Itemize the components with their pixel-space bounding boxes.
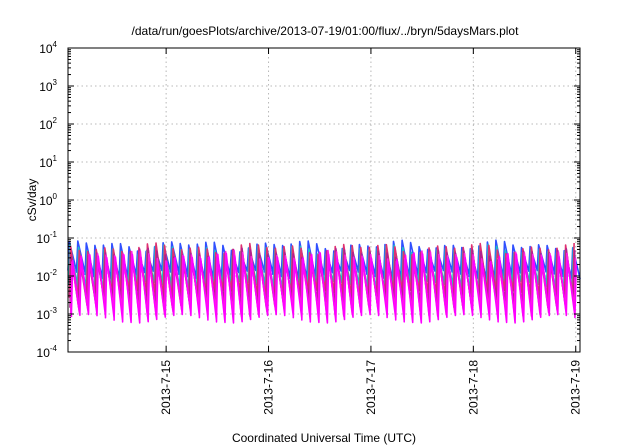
chart-title: /data/run/goesPlots/archive/2013-07-19/0…	[132, 24, 520, 38]
x-tick-label: 2013-7-19	[569, 360, 583, 415]
y-tick-label: 10-4	[37, 344, 58, 360]
y-tick-label: 101	[39, 154, 57, 170]
y-tick-label: 104	[39, 40, 57, 56]
y-tick-label: 10-1	[37, 230, 58, 246]
x-axis: 2013-7-15 2013-7-16 2013-7-17 2013-7-18 2013…	[159, 48, 583, 415]
y-tick-label: 10-2	[37, 268, 58, 284]
y-tick-label: 102	[39, 116, 57, 132]
series-lines	[67, 239, 581, 324]
y-tick-label: 100	[39, 192, 57, 208]
x-tick-label: 2013-7-16	[262, 360, 276, 415]
y-tick-label: 10-3	[37, 306, 58, 322]
x-tick-label: 2013-7-17	[364, 360, 378, 415]
x-tick-label: 2013-7-15	[159, 360, 173, 415]
y-tick-label: 103	[39, 78, 57, 94]
x-tick-label: 2013-7-18	[466, 360, 480, 415]
series-line-1	[67, 239, 581, 280]
series-line-6	[70, 252, 577, 324]
y-axis-label: cSv/day	[25, 179, 39, 222]
grid	[68, 48, 580, 352]
y-axis: 10-4 10-3 10-2 10-1 100 101 102 103 104	[37, 40, 580, 360]
x-axis-label: Coordinated Universal Time (UTC)	[232, 431, 416, 445]
